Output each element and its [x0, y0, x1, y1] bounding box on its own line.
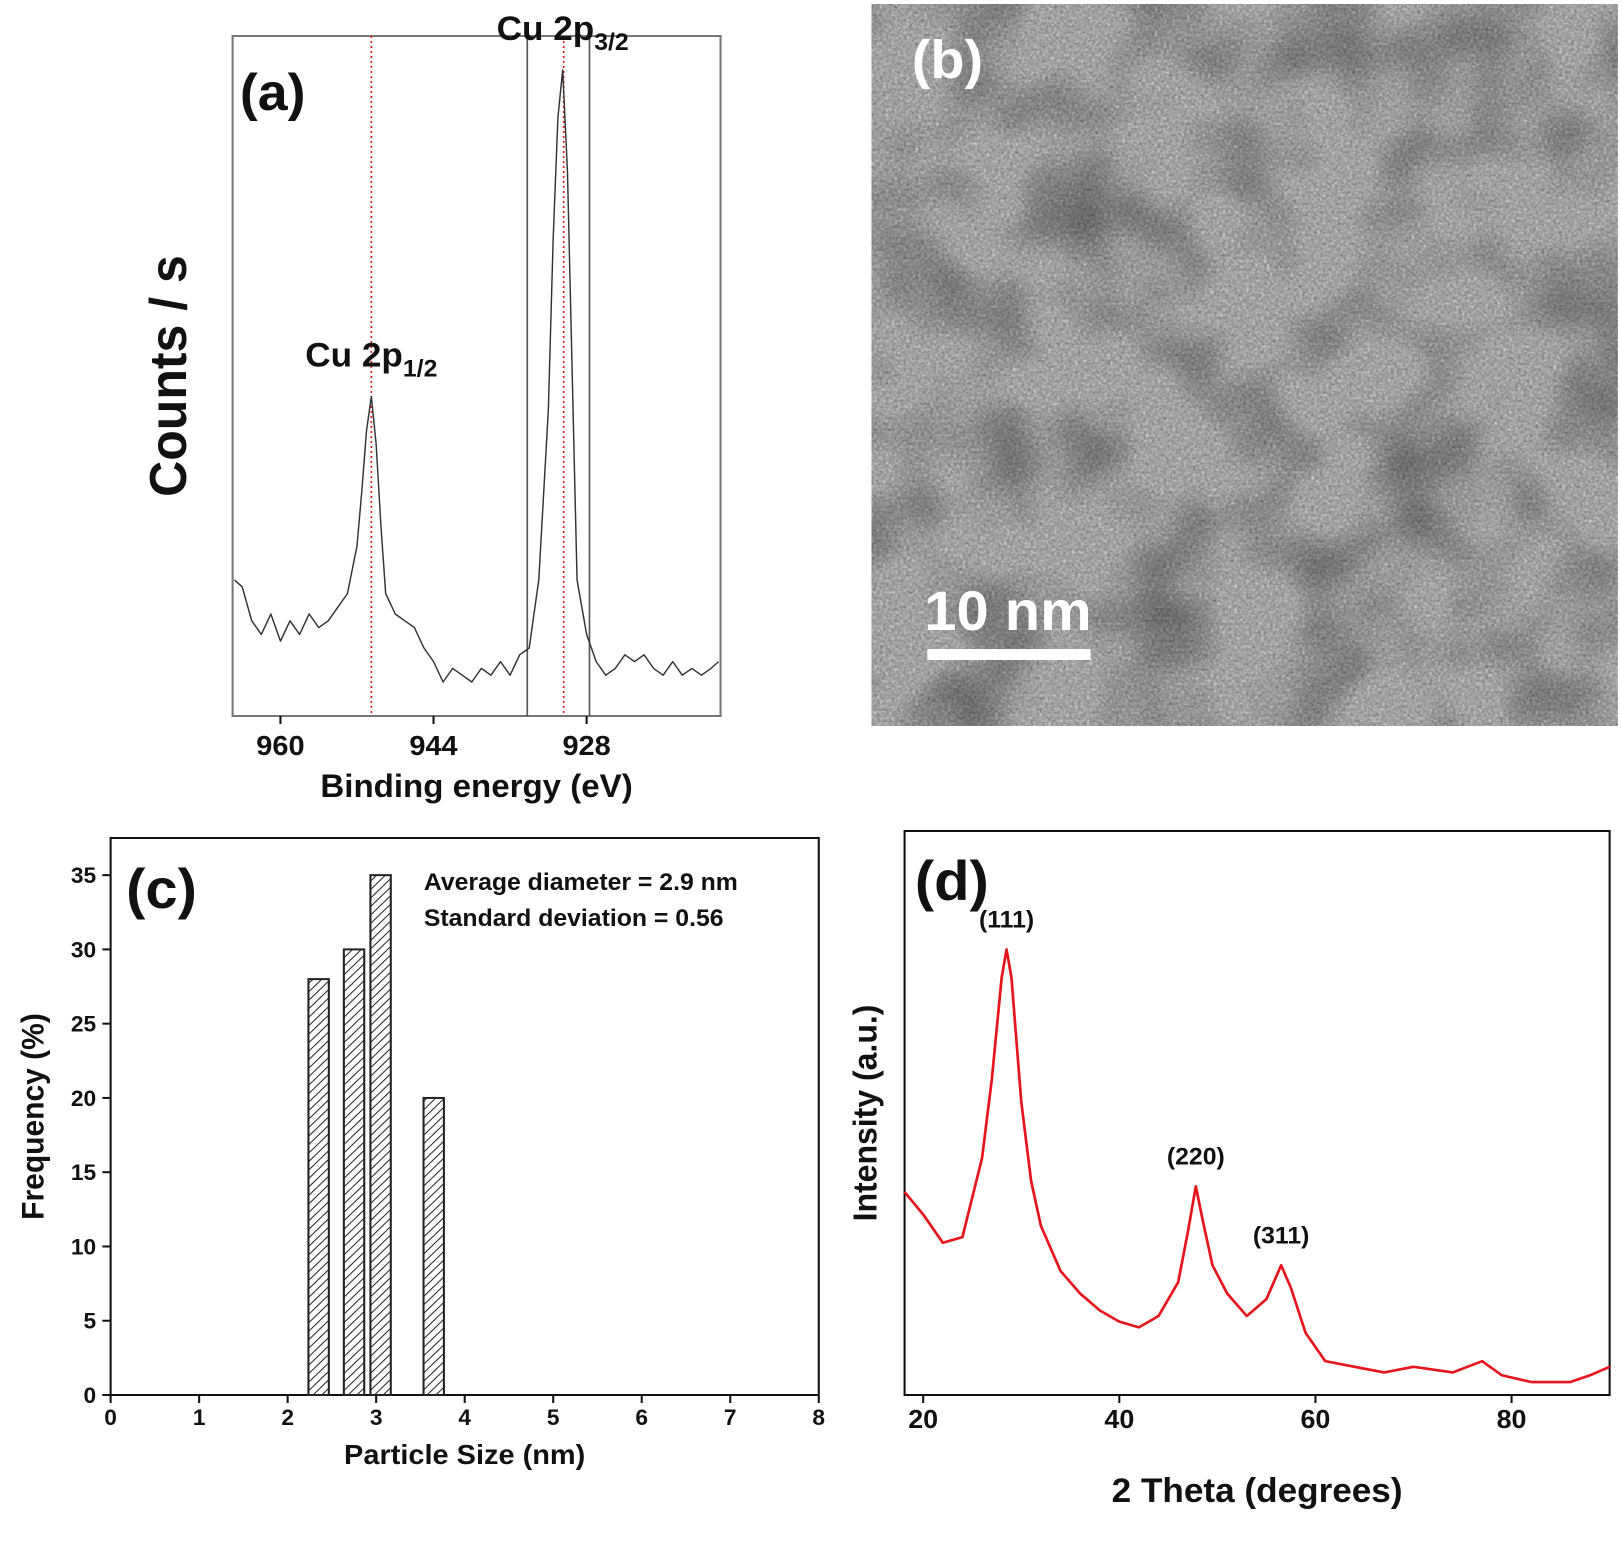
annotation-text: Cu 2p: [497, 11, 595, 48]
note: Standard deviation = 0.56: [424, 905, 724, 932]
data-line: [234, 69, 720, 683]
annotation-subscript: 1/2: [403, 356, 437, 383]
note: Average diameter = 2.9 nm: [424, 869, 738, 896]
x-tick-label: 4: [458, 1405, 471, 1430]
scale-bar: [927, 649, 1091, 660]
y-tick-label: 35: [71, 863, 96, 888]
y-tick-label: 30: [71, 938, 96, 963]
y-tick-label: 10: [71, 1235, 96, 1260]
annotation-subscript: 3/2: [594, 29, 628, 56]
plot-frame: [903, 830, 1611, 1396]
x-tick-label: 928: [562, 730, 610, 761]
y-tick-label: 20: [71, 1086, 96, 1111]
plot-frame: [231, 35, 722, 717]
x-tick-label: 2: [281, 1405, 294, 1430]
y-tick-label: 0: [84, 1383, 97, 1408]
x-tick-label: 20: [908, 1404, 938, 1433]
micrograph: (b) 10 nm: [871, 4, 1618, 726]
x-tick-label: 1: [193, 1405, 206, 1430]
x-tick-label: 960: [256, 730, 304, 761]
micrograph-particles: [871, 4, 1618, 726]
x-tick-label: 7: [724, 1405, 737, 1430]
x-tick-label: 60: [1300, 1404, 1330, 1433]
panel: (d) 2 Theta (degrees) Intensity (a.u.) 20 40…: [847, 830, 1611, 1510]
annotation: Cu 2p3/2: [497, 11, 629, 56]
x-axis-label: 2 Theta (degrees): [1112, 1473, 1403, 1510]
x-tick-label: 0: [104, 1405, 117, 1430]
panel: (a) Binding energy (eV) Counts / s 960 944 92…: [139, 11, 722, 804]
annotation-text: (220): [1167, 1144, 1225, 1171]
x-tick-label: 5: [547, 1405, 560, 1430]
y-tick-label: 5: [84, 1309, 97, 1334]
y-axis-label: Intensity (a.u.): [847, 1005, 884, 1222]
panel-label: (a): [240, 64, 306, 122]
x-tick-label: 6: [635, 1405, 648, 1430]
x-tick-label: 80: [1497, 1404, 1527, 1433]
y-tick-label: 15: [71, 1161, 96, 1186]
annotation: Cu 2p1/2: [305, 337, 437, 382]
annotation-text: Cu 2p: [305, 337, 403, 374]
bar: [422, 1096, 445, 1397]
y-axis-label: Frequency (%): [16, 1013, 51, 1220]
x-axis-label: Binding energy (eV): [320, 768, 632, 803]
bar: [307, 978, 330, 1397]
annotation: (220): [1167, 1144, 1225, 1171]
x-tick-label: 8: [812, 1405, 825, 1430]
bar: [369, 874, 392, 1396]
x-tick-label: 944: [409, 730, 457, 761]
annotation: (311): [1253, 1223, 1310, 1250]
y-axis-label: Counts / s: [139, 255, 197, 497]
annotation: (111): [979, 907, 1034, 934]
annotation-text: (111): [979, 907, 1034, 934]
data-line: [903, 948, 1611, 1384]
panel-label: (d): [915, 850, 989, 913]
y-tick-label: 25: [71, 1012, 96, 1037]
panel: (c) Particle Size (nm) Frequency (%) 0 1 2 3 4 5…: [16, 837, 825, 1471]
x-tick-label: 40: [1104, 1404, 1134, 1433]
x-axis-label: Particle Size (nm): [344, 1439, 585, 1470]
scale-bar-label: 10 nm: [924, 580, 1091, 643]
panel-label: (b): [912, 29, 983, 90]
x-tick-label: 3: [370, 1405, 383, 1430]
bar: [342, 948, 366, 1397]
panel-label: (c): [126, 858, 197, 921]
annotation-text: (311): [1253, 1223, 1310, 1250]
